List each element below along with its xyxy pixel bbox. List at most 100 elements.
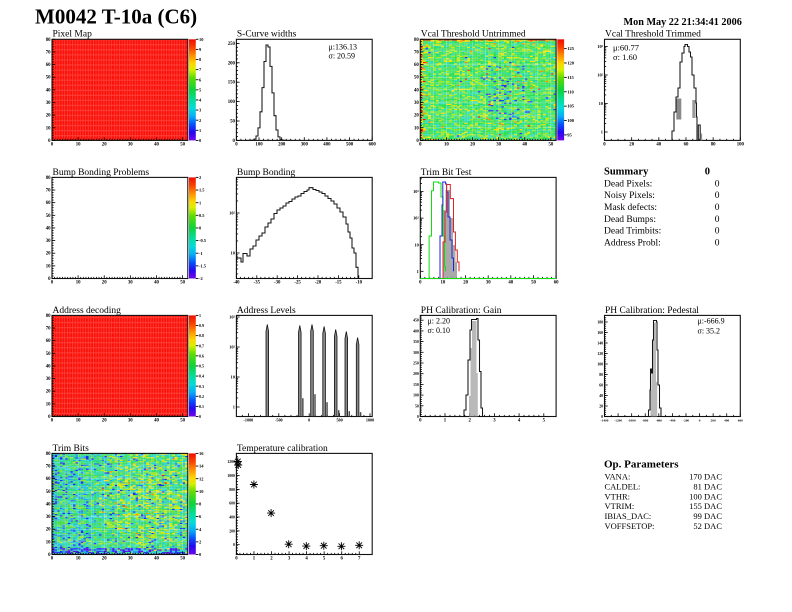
svg-text:70: 70 — [46, 465, 51, 470]
svg-text:6: 6 — [340, 557, 343, 562]
svg-text:8: 8 — [199, 57, 202, 62]
svg-text:70: 70 — [46, 50, 51, 55]
svg-text:10: 10 — [46, 402, 51, 407]
svg-text:40: 40 — [522, 142, 527, 147]
svg-text:2: 2 — [468, 419, 471, 424]
svg-text:0: 0 — [51, 557, 54, 562]
svg-text:0: 0 — [51, 419, 54, 424]
svg-text:0.2: 0.2 — [199, 394, 204, 399]
svg-text:Mask defects:: Mask defects: — [604, 202, 657, 213]
svg-text:40: 40 — [599, 394, 603, 398]
svg-text:150: 150 — [228, 81, 236, 86]
svg-text:-30: -30 — [274, 281, 281, 286]
svg-text:0: 0 — [417, 415, 419, 419]
svg-text:10: 10 — [199, 489, 204, 494]
svg-text:10: 10 — [199, 37, 204, 42]
svg-text:20: 20 — [102, 142, 107, 147]
svg-text:20: 20 — [46, 528, 51, 533]
svg-text:4: 4 — [199, 527, 202, 532]
svg-text:20: 20 — [46, 114, 51, 119]
svg-text:80: 80 — [711, 142, 716, 147]
svg-text:1: 1 — [199, 313, 201, 318]
svg-text:1000: 1000 — [366, 418, 374, 423]
svg-text:99 DAC: 99 DAC — [693, 511, 722, 521]
svg-text:2: 2 — [270, 557, 273, 562]
svg-text:1000: 1000 — [227, 474, 235, 478]
svg-text:0: 0 — [48, 277, 51, 282]
svg-text:0.3: 0.3 — [199, 384, 204, 389]
svg-text:1: 1 — [233, 405, 235, 410]
svg-text:VANA:: VANA: — [605, 472, 631, 482]
svg-text:30: 30 — [128, 281, 133, 286]
svg-text:1.5: 1.5 — [199, 188, 205, 193]
svg-text:50: 50 — [180, 142, 185, 147]
svg-text:50: 50 — [46, 214, 51, 219]
svg-text:81 DAC: 81 DAC — [693, 481, 722, 491]
svg-text:0: 0 — [715, 203, 720, 213]
svg-text:Dead Pixels:: Dead Pixels: — [604, 179, 652, 189]
svg-text:M0042 T-10a (C6): M0042 T-10a (C6) — [35, 5, 197, 29]
svg-text:10: 10 — [599, 101, 604, 106]
svg-text:1: 1 — [199, 128, 201, 133]
svg-text:100: 100 — [737, 142, 745, 147]
svg-text:0: 0 — [48, 415, 51, 420]
svg-text:100: 100 — [567, 118, 575, 123]
svg-text:8: 8 — [199, 502, 202, 507]
svg-text:Mon May 22 21:34:41 2006: Mon May 22 21:34:41 2006 — [624, 17, 742, 28]
svg-text:9: 9 — [199, 47, 202, 52]
svg-text:120: 120 — [597, 352, 603, 356]
svg-text:-15: -15 — [335, 281, 342, 286]
svg-text:3: 3 — [288, 557, 291, 562]
svg-text:2: 2 — [199, 175, 201, 180]
svg-text:5: 5 — [199, 87, 202, 92]
svg-text:-20: -20 — [315, 281, 322, 286]
svg-text:0: 0 — [308, 418, 310, 423]
svg-text:20: 20 — [46, 390, 51, 395]
svg-text:-25: -25 — [294, 281, 301, 286]
svg-text:Noisy Pixels:: Noisy Pixels: — [604, 191, 655, 201]
svg-text:155 DAC: 155 DAC — [689, 501, 722, 511]
svg-text:60: 60 — [46, 339, 51, 344]
svg-text:20: 20 — [46, 252, 51, 257]
svg-text:0.5: 0.5 — [199, 364, 204, 369]
svg-text:40: 40 — [46, 502, 51, 507]
svg-text:100: 100 — [255, 142, 263, 147]
svg-text:Pixel Map: Pixel Map — [53, 30, 93, 40]
svg-text:300: 300 — [413, 351, 419, 355]
svg-text:40: 40 — [46, 226, 51, 231]
svg-text:0: 0 — [232, 139, 235, 144]
svg-text:70: 70 — [46, 327, 51, 332]
svg-text:60: 60 — [414, 63, 419, 68]
svg-text:50: 50 — [414, 76, 419, 81]
svg-text:0.7: 0.7 — [199, 343, 204, 348]
svg-text:-200: -200 — [683, 419, 690, 423]
svg-text:-1.5: -1.5 — [199, 264, 207, 269]
svg-text:0.1: 0.1 — [199, 404, 204, 409]
svg-text:0.8: 0.8 — [199, 333, 204, 338]
svg-text:VOFFSETOP:: VOFFSETOP: — [605, 521, 655, 531]
svg-text:0: 0 — [48, 139, 51, 144]
svg-text:600: 600 — [229, 502, 235, 506]
svg-text:-400: -400 — [669, 419, 676, 423]
svg-text:20: 20 — [629, 142, 634, 147]
svg-text:0: 0 — [699, 419, 701, 423]
svg-text:0: 0 — [419, 281, 422, 286]
svg-text:Summary: Summary — [604, 166, 649, 177]
svg-text:60: 60 — [554, 281, 559, 286]
svg-text:30: 30 — [46, 239, 51, 244]
svg-text:600: 600 — [738, 419, 743, 423]
svg-text:Trim Bits: Trim Bits — [53, 444, 90, 454]
svg-text:10: 10 — [441, 281, 446, 286]
svg-text:0: 0 — [199, 138, 202, 143]
svg-text:0: 0 — [48, 553, 51, 558]
svg-text:300: 300 — [301, 142, 309, 147]
svg-text:40: 40 — [154, 142, 159, 147]
svg-text:10: 10 — [231, 375, 236, 380]
svg-text:50: 50 — [180, 419, 185, 424]
svg-text:1: 1 — [253, 557, 256, 562]
svg-text:-1200: -1200 — [614, 419, 622, 423]
svg-text:0: 0 — [416, 139, 419, 144]
svg-text:4: 4 — [518, 419, 521, 424]
svg-text:Vcal Threshold Untrimmed: Vcal Threshold Untrimmed — [421, 30, 526, 40]
svg-text:0: 0 — [235, 142, 238, 147]
